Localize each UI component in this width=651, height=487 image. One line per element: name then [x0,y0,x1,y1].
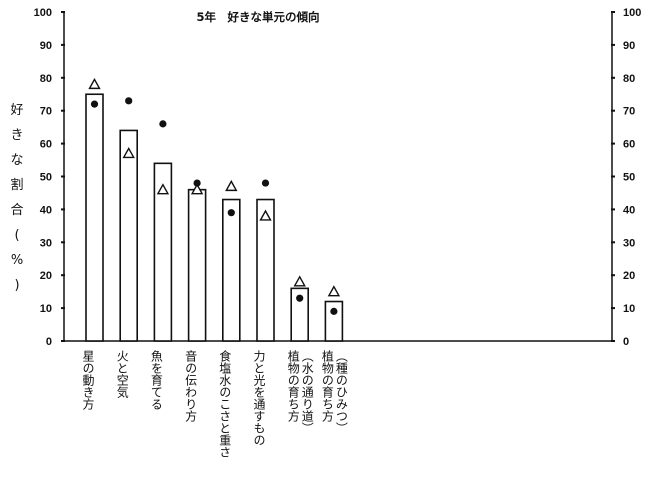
y-tick-label-left: 30 [40,237,52,249]
y-tick-label-right: 90 [623,40,635,52]
category-label-text: 音の伝わり方 [184,349,198,423]
dot-marker [90,100,99,108]
dot-marker [227,209,235,217]
y-axis-label-char: 好 [10,103,23,118]
y-tick-label-left: 80 [40,73,52,85]
category-label-text: 星の動き方 [81,350,95,411]
category-label-text: （水の通り道） [300,350,314,434]
category-label: 力と光を通すもの [252,350,266,446]
y-axis-label-char: 合 [10,203,23,218]
category-label-text: 魚を育てる [149,350,163,410]
y-tick-label-right: 40 [623,204,635,216]
y-tick-label-left: 60 [40,139,52,151]
category-label: 星の動き方 [81,350,95,411]
category-label: 食塩水のこさと重さ [218,349,232,458]
y-tick-label-left: 40 [40,204,52,216]
y-tick-label-left: 50 [40,172,52,184]
markers [88,77,341,315]
dot-marker [261,179,270,187]
y-tick-label-left: 0 [46,336,52,348]
y-tick-label-right: 10 [623,303,635,315]
triangle-marker [88,77,101,90]
y-tick-label-right: 0 [623,336,629,348]
triangle-marker [190,183,204,195]
category-labels: 星の動き方 火と空気 魚を育てる 音の伝わり方 食塩水のこさと重さ 力と光を通すもの 植物の… [81,349,348,458]
y-tick-label-left: 10 [40,303,52,315]
y-tick-label-right: 100 [623,7,641,19]
y-tick-label-right: 60 [623,139,635,151]
y-tick-label-right: 70 [623,106,635,118]
y-axis-label-char: な [10,153,23,168]
category-label-text: 力と光を通すもの [252,350,266,446]
triangle-marker [122,147,135,159]
category-label: 魚を育てる [149,350,163,410]
y-ticks: 0 0 10 10 20 20 30 30 40 40 50 50 60 60 70 70 80 80 90 90 10… [34,7,642,348]
category-label-text: 火と空気 [115,350,129,399]
y-tick-label-right: 30 [623,237,635,249]
category-label-text: 食塩水のこさと重さ [218,349,232,458]
category-label-text: 植物の育ち方 [320,349,334,423]
bar [153,162,173,342]
category-label: 火と空気 [115,350,129,399]
axes [63,12,613,342]
category-label-text: （種のひみつ） [334,350,348,434]
bar [324,300,344,342]
dot-marker [296,294,304,302]
bar [222,198,241,342]
y-tick-label-left: 90 [40,40,52,52]
dot-marker [193,179,201,187]
category-label-text: 植物の育ち方 [286,349,300,423]
chart-title: 5年 好きな単元の傾向 [196,10,319,24]
triangle-marker [156,183,170,195]
category-label: 植物の育ち方 （種のひみつ） [320,349,348,434]
bar [85,93,104,342]
bars [85,93,344,342]
y-axis-label-char: % [11,253,23,268]
triangle-marker [225,179,238,192]
category-label: 植物の育ち方 （水の通り道） [286,349,314,434]
y-axis-label-char: ( [14,228,19,243]
dot-marker [159,120,167,128]
y-tick-label-right: 20 [623,270,635,282]
category-label: 音の伝わり方 [184,349,198,423]
y-tick-label-right: 80 [623,73,635,85]
triangle-marker [327,285,341,297]
y-tick-label-right: 50 [623,172,635,184]
y-axis-label-char: き [10,128,23,143]
y-tick-label-left: 100 [34,7,52,19]
bar [290,287,310,342]
bar [256,198,275,342]
bar [119,129,138,342]
bar [187,188,207,342]
y-axis-label-char: 割 [10,177,23,193]
triangle-marker [259,209,272,221]
y-tick-label-left: 70 [40,106,52,118]
dot-marker [330,307,338,315]
triangle-marker [293,275,306,287]
dot-marker [125,97,133,105]
y-tick-label-left: 20 [40,270,52,282]
y-axis-label-char: ) [14,278,19,293]
